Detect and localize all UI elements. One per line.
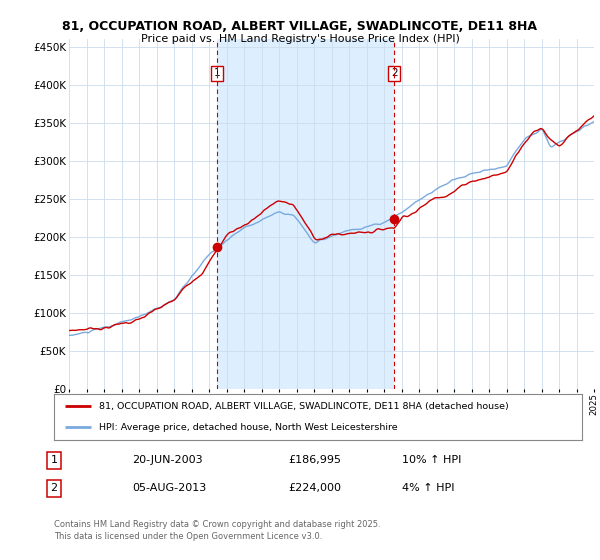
Text: £224,000: £224,000	[288, 483, 341, 493]
Text: Contains HM Land Registry data © Crown copyright and database right 2025.
This d: Contains HM Land Registry data © Crown c…	[54, 520, 380, 541]
Text: 2: 2	[391, 68, 398, 78]
Text: 2: 2	[50, 483, 58, 493]
Text: 4% ↑ HPI: 4% ↑ HPI	[402, 483, 455, 493]
Text: Price paid vs. HM Land Registry's House Price Index (HPI): Price paid vs. HM Land Registry's House …	[140, 34, 460, 44]
Text: HPI: Average price, detached house, North West Leicestershire: HPI: Average price, detached house, Nort…	[99, 423, 398, 432]
Text: 05-AUG-2013: 05-AUG-2013	[132, 483, 206, 493]
Text: 10% ↑ HPI: 10% ↑ HPI	[402, 455, 461, 465]
Text: £186,995: £186,995	[288, 455, 341, 465]
Text: 81, OCCUPATION ROAD, ALBERT VILLAGE, SWADLINCOTE, DE11 8HA: 81, OCCUPATION ROAD, ALBERT VILLAGE, SWA…	[62, 20, 538, 32]
Bar	[217, 39, 394, 389]
Text: 1: 1	[214, 68, 221, 78]
Text: 1: 1	[50, 455, 58, 465]
Text: 81, OCCUPATION ROAD, ALBERT VILLAGE, SWADLINCOTE, DE11 8HA (detached house): 81, OCCUPATION ROAD, ALBERT VILLAGE, SWA…	[99, 402, 509, 410]
Text: 20-JUN-2003: 20-JUN-2003	[132, 455, 203, 465]
